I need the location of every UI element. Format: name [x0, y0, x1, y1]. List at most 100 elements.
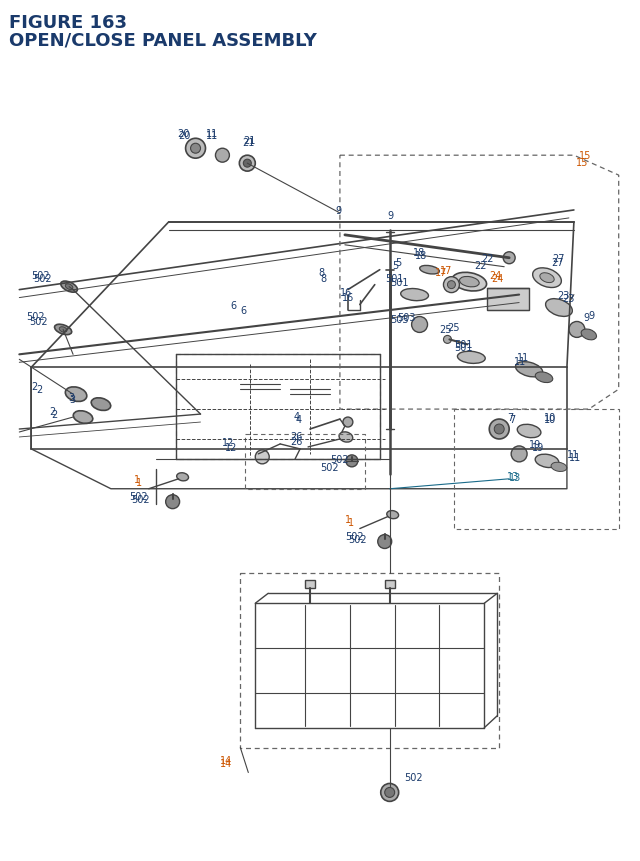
- Text: 17: 17: [435, 268, 447, 277]
- Text: 27: 27: [551, 257, 563, 268]
- Ellipse shape: [540, 274, 554, 283]
- Text: 9: 9: [335, 206, 341, 216]
- Bar: [305, 580, 315, 589]
- Text: 8: 8: [320, 273, 326, 283]
- Text: 24: 24: [492, 273, 504, 283]
- Ellipse shape: [65, 387, 87, 402]
- Text: 11: 11: [205, 129, 218, 139]
- Ellipse shape: [387, 511, 399, 519]
- Text: 501: 501: [454, 343, 473, 353]
- Ellipse shape: [545, 300, 572, 317]
- Circle shape: [243, 160, 252, 168]
- Text: 15: 15: [576, 158, 588, 168]
- Circle shape: [346, 455, 358, 468]
- Text: 7: 7: [507, 412, 513, 423]
- Text: 502: 502: [345, 531, 364, 541]
- Circle shape: [255, 450, 269, 464]
- Text: 503: 503: [390, 315, 408, 325]
- Text: 9: 9: [584, 313, 590, 323]
- Text: 2: 2: [31, 381, 38, 392]
- Ellipse shape: [458, 352, 485, 364]
- Circle shape: [412, 317, 428, 333]
- Circle shape: [503, 252, 515, 264]
- Text: 11: 11: [567, 449, 579, 460]
- Text: 501: 501: [385, 273, 403, 283]
- Text: 5: 5: [396, 257, 402, 268]
- Text: 18: 18: [413, 247, 425, 257]
- Ellipse shape: [54, 325, 72, 335]
- Text: 16: 16: [342, 292, 354, 302]
- Text: 1: 1: [134, 474, 140, 484]
- Circle shape: [343, 418, 353, 428]
- Text: 501: 501: [454, 340, 473, 350]
- Text: 6: 6: [241, 305, 246, 315]
- Text: 2: 2: [51, 410, 58, 419]
- Text: 1: 1: [136, 477, 142, 487]
- Text: 26: 26: [290, 431, 303, 442]
- Text: 22: 22: [481, 253, 494, 263]
- Text: 11: 11: [517, 353, 529, 362]
- Text: 2: 2: [49, 406, 56, 417]
- Text: 19: 19: [529, 439, 541, 449]
- Text: 25: 25: [447, 323, 460, 333]
- Text: 27: 27: [552, 253, 564, 263]
- Text: 18: 18: [415, 251, 427, 261]
- Text: 1: 1: [348, 517, 354, 527]
- Ellipse shape: [61, 282, 77, 293]
- Ellipse shape: [65, 284, 73, 290]
- Ellipse shape: [452, 273, 486, 292]
- Circle shape: [378, 535, 392, 548]
- Ellipse shape: [517, 424, 541, 438]
- Text: 502: 502: [26, 313, 45, 322]
- Text: 14: 14: [220, 755, 233, 765]
- Text: 21: 21: [243, 138, 255, 148]
- Text: 11: 11: [205, 131, 218, 141]
- Text: 10: 10: [544, 414, 556, 424]
- Circle shape: [569, 322, 585, 338]
- Text: 502: 502: [33, 273, 52, 283]
- Text: 503: 503: [397, 313, 416, 323]
- Text: 24: 24: [489, 270, 502, 281]
- Ellipse shape: [551, 462, 567, 472]
- Text: 502: 502: [129, 491, 147, 501]
- Text: 12: 12: [225, 443, 238, 452]
- Text: 10: 10: [544, 412, 556, 423]
- Circle shape: [191, 144, 200, 154]
- Ellipse shape: [74, 412, 93, 424]
- Text: 21: 21: [243, 136, 256, 146]
- Circle shape: [186, 139, 205, 159]
- Circle shape: [511, 446, 527, 462]
- Bar: [385, 580, 395, 589]
- Ellipse shape: [177, 474, 189, 481]
- Text: 13: 13: [507, 471, 520, 481]
- Ellipse shape: [535, 455, 559, 468]
- Text: 502: 502: [131, 494, 150, 504]
- Text: 3: 3: [69, 394, 76, 405]
- Ellipse shape: [92, 399, 111, 411]
- Ellipse shape: [532, 269, 561, 288]
- Text: 11: 11: [569, 452, 581, 462]
- Text: 23: 23: [557, 290, 570, 300]
- Circle shape: [385, 788, 395, 797]
- Circle shape: [489, 419, 509, 439]
- Text: FIGURE 163: FIGURE 163: [10, 14, 127, 32]
- Text: 12: 12: [223, 437, 235, 448]
- Circle shape: [494, 424, 504, 435]
- Text: 15: 15: [579, 151, 591, 161]
- Text: 16: 16: [340, 288, 352, 297]
- Text: 1: 1: [345, 514, 351, 524]
- Ellipse shape: [581, 330, 596, 340]
- Ellipse shape: [339, 432, 353, 443]
- Circle shape: [444, 336, 451, 344]
- Text: 26: 26: [290, 437, 303, 447]
- Circle shape: [381, 784, 399, 802]
- Text: 502: 502: [31, 270, 50, 281]
- Circle shape: [166, 495, 180, 509]
- Text: 20: 20: [179, 131, 191, 141]
- Ellipse shape: [60, 327, 67, 332]
- Text: 19: 19: [532, 443, 545, 452]
- Text: 23: 23: [562, 294, 574, 303]
- Text: 4: 4: [293, 412, 300, 422]
- Text: 502: 502: [404, 772, 423, 783]
- Text: OPEN/CLOSE PANEL ASSEMBLY: OPEN/CLOSE PANEL ASSEMBLY: [10, 32, 317, 50]
